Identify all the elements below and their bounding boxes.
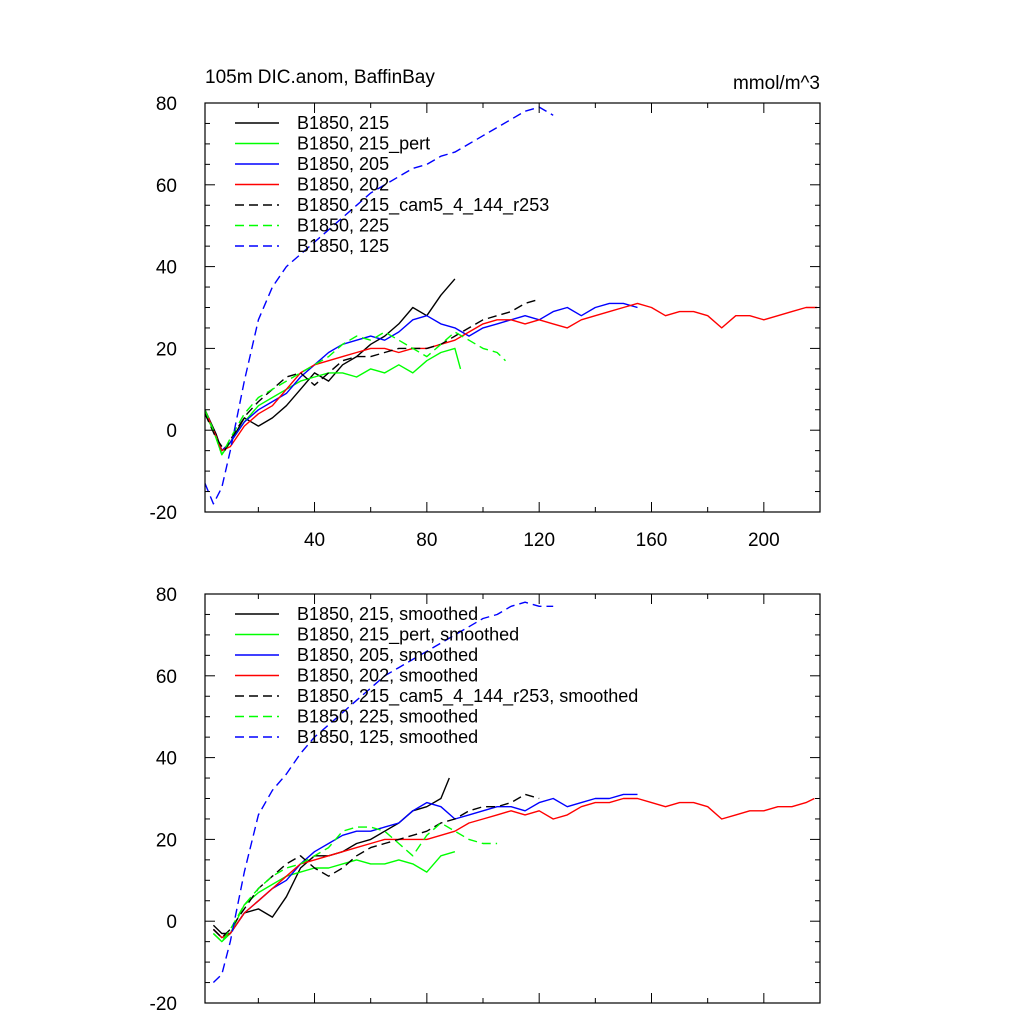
top-chart: 105m DIC.anom, BaffinBay mmol/m^3 40 80 120 1… <box>150 67 821 551</box>
legend-label-1: B1850, 215 <box>297 113 389 133</box>
plot-area <box>205 106 818 505</box>
y-tick-label: -20 <box>150 994 177 1015</box>
legend-label-7: B1850, 125 <box>297 236 389 256</box>
legend-label-6: B1850, 225, smoothed <box>297 707 478 727</box>
y-tick-label: 20 <box>156 830 177 851</box>
series-line-3 <box>212 793 638 939</box>
y-tick-label: 0 <box>166 421 177 442</box>
series-line-5 <box>205 298 540 452</box>
units-label: mmol/m^3 <box>733 73 820 94</box>
series-line-2 <box>212 851 456 943</box>
x-tick-label: 40 <box>304 530 325 551</box>
series-line-3 <box>205 302 638 452</box>
series-line-7 <box>205 106 554 505</box>
plot-area <box>212 601 815 984</box>
y-tick-label: 20 <box>156 339 177 360</box>
legend-label-5: B1850, 215_cam5_4_144_r253 <box>297 195 549 216</box>
y-tick-label: 40 <box>156 749 177 770</box>
x-tick-label: 120 <box>523 530 555 551</box>
legend-label-6: B1850, 225 <box>297 216 389 236</box>
series-line-5 <box>212 793 540 939</box>
legend-label-3: B1850, 205, smoothed <box>297 645 478 665</box>
series-line-2 <box>205 347 462 456</box>
y-tick-label: -20 <box>150 503 177 524</box>
legend-label-7: B1850, 125, smoothed <box>297 727 478 747</box>
series-line-4 <box>212 797 815 939</box>
y-tick-label: 80 <box>156 94 177 115</box>
x-tick-label: 160 <box>636 530 668 551</box>
series-line-6 <box>212 822 498 943</box>
legend-label-4: B1850, 202, smoothed <box>297 666 478 686</box>
legend-label-1: B1850, 215, smoothed <box>297 604 478 624</box>
legend-label-2: B1850, 215_pert, smoothed <box>297 625 519 646</box>
series-line-7 <box>212 601 554 984</box>
y-tick-label: 60 <box>156 176 177 197</box>
series-line-4 <box>205 302 818 452</box>
x-tick-label: 200 <box>748 530 780 551</box>
x-tick-label: 80 <box>416 530 437 551</box>
legend-label-3: B1850, 205 <box>297 154 389 174</box>
y-tick-label: 60 <box>156 667 177 688</box>
legend-label-2: B1850, 215_pert <box>297 134 430 155</box>
y-tick-label: 80 <box>156 585 177 606</box>
legend-label-4: B1850, 202 <box>297 175 389 195</box>
chart-title: 105m DIC.anom, BaffinBay <box>205 67 435 88</box>
legend-label-5: B1850, 215_cam5_4_144_r253, smoothed <box>297 686 638 707</box>
series-line-6 <box>205 331 506 456</box>
y-tick-label: 40 <box>156 258 177 279</box>
y-tick-label: 0 <box>166 912 177 933</box>
